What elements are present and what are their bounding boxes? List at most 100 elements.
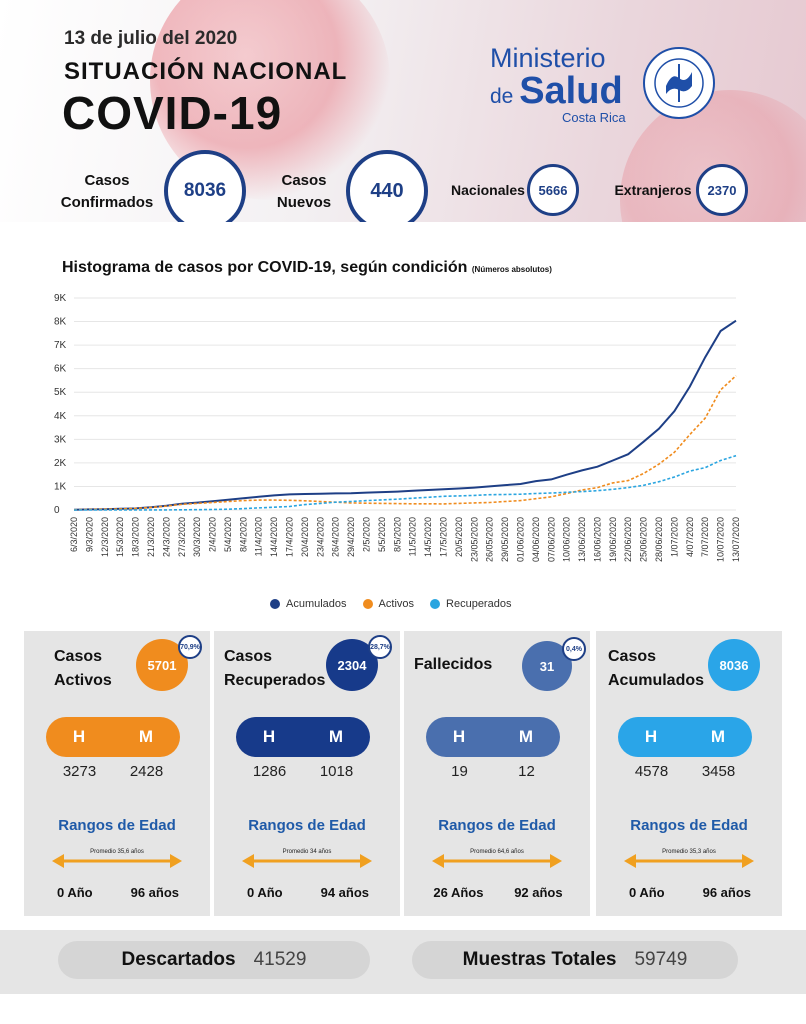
male-count: 1286 [252,763,287,780]
x-tick-label: 24/3/2020 [161,517,171,557]
samples-value: 59749 [634,949,688,970]
ministry-seal-icon [643,47,715,119]
x-tick-label: 19/06/2020 [608,517,618,562]
x-tick-label: 28/06/2020 [654,517,664,562]
x-tick-label: 26/05/2020 [485,517,495,562]
extranjeros-label: Extranjeros [614,182,692,198]
y-tick-label: 6K [54,364,67,375]
age-average: Promedio 34 años [282,849,332,855]
female-count: 2428 [129,763,164,780]
x-tick-label: 29/4/2020 [346,517,356,557]
y-tick-label: 1K [54,481,67,492]
ministry-salud: de Salud [490,72,650,116]
x-tick-label: 21/3/2020 [146,517,156,557]
male-count: 4578 [634,763,669,780]
x-tick-label: 6/3/2020 [69,517,79,552]
stat-card: Fallecidos 31 0,4% H M 19 12 Rangos de Edad Prom… [404,631,590,916]
cases-line-chart: 0 1K 2K 3K 4K 5K 6K 7K 8K 9K 6/3/2020 9/3/2020 12/3/… [54,293,741,562]
double-arrow-icon [52,854,182,868]
sex-m-label: M [518,727,534,746]
x-tick-label: 8/4/2020 [238,517,248,552]
double-arrow-icon [624,854,754,868]
y-tick-label: 2K [54,458,67,469]
discarded-value: 41529 [253,949,307,970]
x-tick-label: 26/4/2020 [331,517,341,557]
x-tick-label: 18/3/2020 [131,517,141,557]
card-percent-badge: 28,7% [368,635,392,659]
age-min: 0 Año [628,885,665,900]
sex-values: 1286 1018 [236,763,370,780]
x-tick-label: 14/4/2020 [269,517,279,557]
x-tick-label: 22/06/2020 [623,517,633,562]
female-count: 1018 [319,763,354,780]
x-tick-label: 9/3/2020 [84,517,94,552]
legend-dot [270,599,280,609]
extranjeros-value: 2370 [696,164,748,216]
confirmed-label: Casos Confirmados [60,172,154,211]
discarded-label: Descartados [121,949,236,970]
male-count: 19 [451,763,468,780]
discarded-pill: Descartados 41529 [58,941,370,979]
nacionales-label: Nacionales [451,182,525,198]
legend-item-recuperados: Recuperados [430,598,511,610]
age-range-values: 26 Años 92 años [418,885,578,900]
y-tick-label: 9K [54,293,67,304]
x-tick-label: 04/06/2020 [531,517,541,562]
age-max: 94 años [320,885,370,900]
chart-title: Histograma de casos por COVID-19, según … [62,259,552,276]
chart-legend: Acumulados Activos Recuperados [270,598,511,610]
x-tick-label: 11/4/2020 [254,517,264,556]
sex-h-label: H [262,727,276,746]
legend-item-acumulados: Acumulados [270,598,347,610]
x-tick-label: 17/5/2020 [438,517,448,557]
double-arrow-icon [432,854,562,868]
x-tick-label: 29/05/2020 [500,517,510,562]
sex-m-label: M [328,727,344,746]
x-tick-label: 13/07/2020 [731,517,741,562]
age-average: Promedio 35,3 años [662,849,716,855]
sex-values: 3273 2428 [46,763,180,780]
samples-label: Muestras Totales [462,949,617,970]
card-label: Casos Activos [54,648,112,689]
age-max: 96 años [130,885,180,900]
samples-pill: Muestras Totales 59749 [412,941,738,979]
y-tick-label: 3K [54,434,67,445]
x-tick-label: 10/07/2020 [716,517,726,562]
age-range-title: Rangos de Edad [630,817,748,834]
age-range-values: 0 Año 94 años [228,885,388,900]
sex-m-label: M [710,727,726,746]
y-tick-label: 4K [54,411,67,422]
card-label: Casos Recuperados [224,648,326,689]
header-banner: 13 de julio del 2020 SITUACIÓN NACIONAL … [0,0,806,222]
x-tick-label: 07/06/2020 [546,517,556,562]
y-tick-label: 0 [54,505,60,516]
x-tick-label: 27/3/2020 [177,517,187,557]
x-tick-label: 15/3/2020 [115,517,125,557]
x-tick-label: 14/5/2020 [423,517,433,557]
confirmed-value: 8036 [164,150,246,222]
ministry-de: de [490,85,514,108]
age-max: 92 años [514,885,563,900]
card-percent-badge: 70,9% [178,635,202,659]
x-tick-label: 12/3/2020 [100,517,110,557]
x-tick-label: 20/4/2020 [300,517,310,557]
series-line-recuperados [74,454,737,511]
sex-values: 19 12 [426,763,560,780]
age-average: Promedio 35,6 años [90,849,144,855]
age-range-title: Rangos de Edad [438,817,556,834]
age-range-title: Rangos de Edad [58,817,176,834]
x-tick-label: 7/07/2020 [700,517,710,557]
age-max: 96 años [702,885,752,900]
sex-values: 4578 3458 [618,763,752,780]
x-tick-label: 13/06/2020 [577,517,587,562]
x-tick-label: 23/05/2020 [469,517,479,562]
card-label: Casos Acumulados [608,648,705,689]
age-min: 0 Año [56,885,93,900]
x-tick-label: 2/4/2020 [208,517,218,552]
x-tick-label: 16/06/2020 [592,517,602,562]
x-tick-label: 10/06/2020 [562,517,572,562]
report-date: 13 de julio del 2020 [64,28,238,49]
legend-item-activos: Activos [362,598,414,610]
